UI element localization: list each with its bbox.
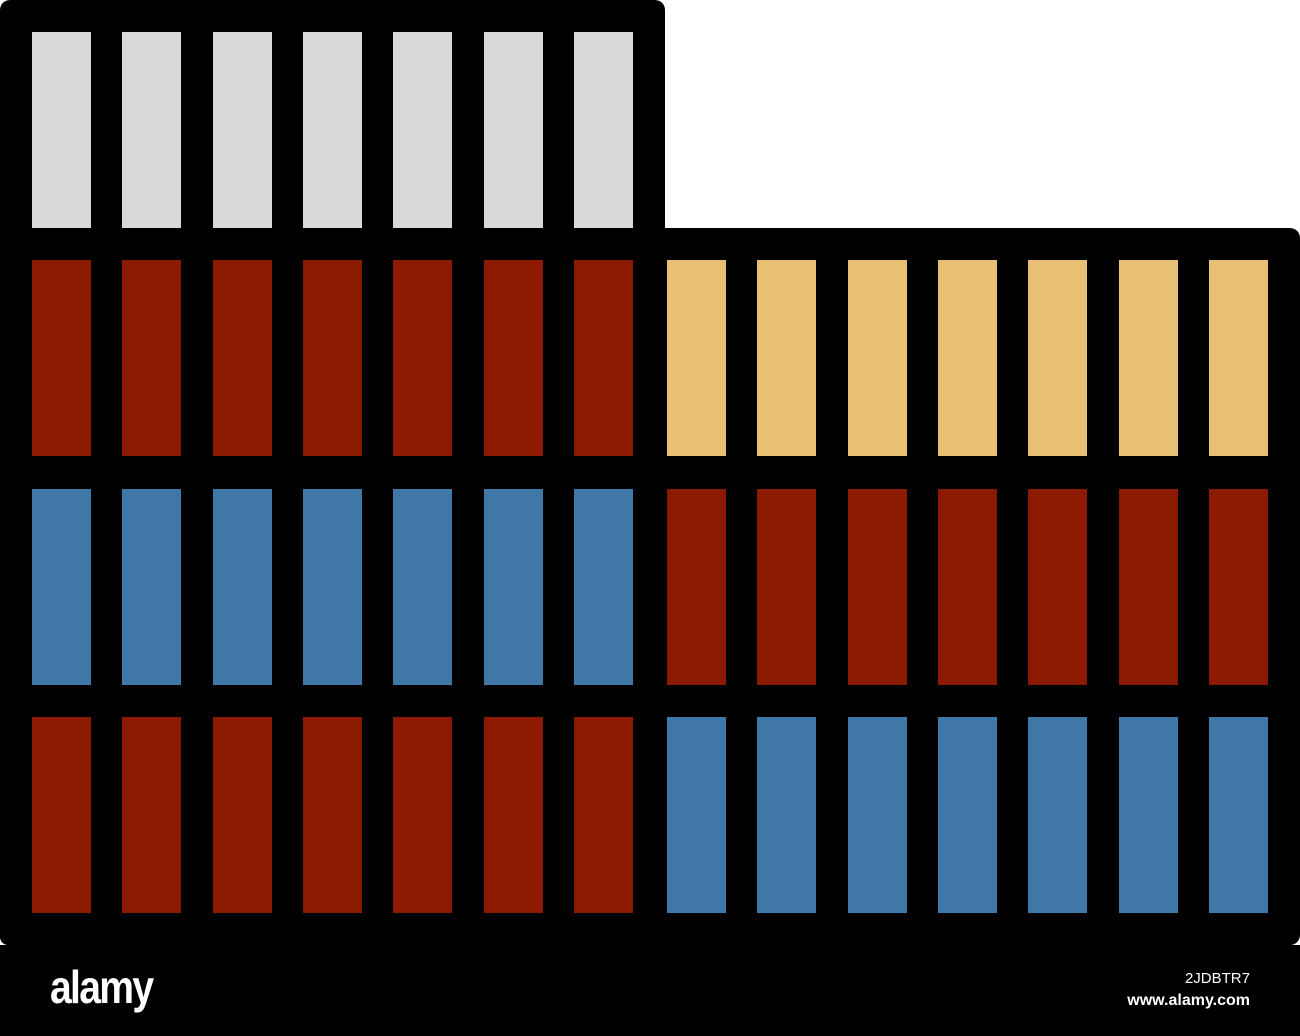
left-container-blue bbox=[393, 489, 453, 685]
right-container-blue bbox=[1028, 717, 1088, 913]
right-container-yellow bbox=[937, 260, 997, 456]
left-container-gray bbox=[302, 32, 362, 228]
right-container-yellow bbox=[847, 260, 907, 456]
right-container-blue bbox=[757, 717, 817, 913]
left-container-red bbox=[573, 260, 633, 456]
left-container-red bbox=[393, 717, 453, 913]
right-container-blue bbox=[847, 717, 907, 913]
right-container-red bbox=[847, 489, 907, 685]
right-container-blue bbox=[667, 717, 726, 913]
left-container-gray bbox=[393, 32, 453, 228]
left-container-gray bbox=[32, 32, 91, 228]
left-container-red bbox=[32, 717, 91, 913]
right-container-blue bbox=[1208, 717, 1268, 913]
left-container-blue bbox=[483, 489, 543, 685]
left-container-red bbox=[483, 717, 543, 913]
left-container-red bbox=[573, 717, 633, 913]
right-container-yellow bbox=[1118, 260, 1178, 456]
site-url: www.alamy.com bbox=[1127, 992, 1250, 1009]
left-container-red bbox=[302, 717, 362, 913]
left-container-red bbox=[32, 260, 91, 456]
right-container-blue bbox=[1118, 717, 1178, 913]
right-container-red bbox=[937, 489, 997, 685]
right-container-yellow bbox=[757, 260, 817, 456]
right-container-blue bbox=[937, 717, 997, 913]
left-container-red bbox=[122, 717, 182, 913]
watermark-footer bbox=[0, 945, 1300, 1036]
right-container-yellow bbox=[1208, 260, 1268, 456]
left-container-blue bbox=[302, 489, 362, 685]
left-container-red bbox=[483, 260, 543, 456]
left-container-red bbox=[393, 260, 453, 456]
right-container-red bbox=[1208, 489, 1268, 685]
left-container-red bbox=[212, 260, 272, 456]
right-container-yellow bbox=[667, 260, 726, 456]
alamy-logo: alamy bbox=[50, 961, 154, 1013]
right-container-yellow bbox=[1028, 260, 1088, 456]
left-container-blue bbox=[32, 489, 91, 685]
left-container-red bbox=[302, 260, 362, 456]
right-container-red bbox=[1028, 489, 1088, 685]
left-container-blue bbox=[122, 489, 182, 685]
left-container-blue bbox=[573, 489, 633, 685]
left-container-red bbox=[212, 717, 272, 913]
left-container-gray bbox=[573, 32, 633, 228]
left-container-blue bbox=[212, 489, 272, 685]
right-container-red bbox=[1118, 489, 1178, 685]
left-container-gray bbox=[212, 32, 272, 228]
right-container-red bbox=[667, 489, 726, 685]
left-container-red bbox=[122, 260, 182, 456]
left-container-gray bbox=[122, 32, 182, 228]
left-container-gray bbox=[483, 32, 543, 228]
right-container-red bbox=[757, 489, 817, 685]
image-id: 2JDBTR7 bbox=[1184, 970, 1250, 987]
